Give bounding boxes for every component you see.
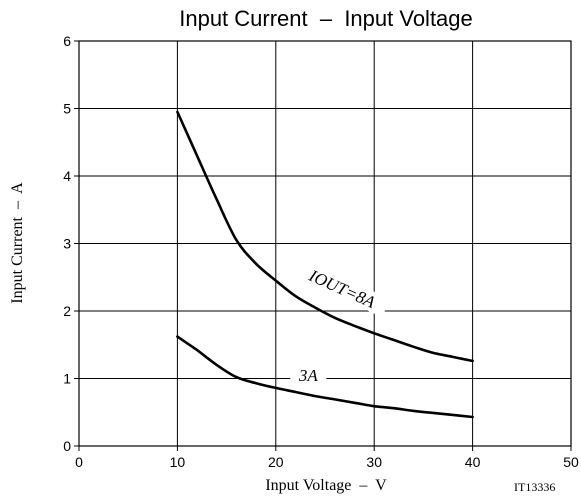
series-label-3a: 3A <box>298 366 319 385</box>
grid-layer <box>79 41 571 446</box>
chart-title: Input Current – Input Voltage <box>179 6 473 31</box>
x-axis-label: Input Voltage – V <box>265 477 387 494</box>
y-tick-label: 1 <box>63 371 71 387</box>
x-tick-label: 40 <box>465 454 481 470</box>
x-tick-label: 10 <box>170 454 186 470</box>
curve-layer: IOUT=8A 3A <box>176 110 474 419</box>
series-label-background <box>290 365 327 386</box>
y-tick-label: 3 <box>63 236 71 252</box>
series-label-group: IOUT=8A <box>294 259 391 318</box>
y-axis-label: Input Current – A <box>9 182 26 304</box>
tick-layer: 0 10 20 30 40 50 0 1 2 3 4 5 6 <box>63 33 579 470</box>
x-tick-label: 30 <box>366 454 382 470</box>
x-tick-label: 20 <box>268 454 284 470</box>
x-tick-label: 0 <box>75 454 83 470</box>
figure-code: IT13336 <box>514 480 555 494</box>
curve-iout-8a <box>176 110 474 363</box>
x-tick-label: 50 <box>563 454 579 470</box>
y-tick-label: 5 <box>63 101 71 117</box>
y-tick-label: 6 <box>63 33 71 49</box>
series-label-background <box>294 259 391 318</box>
y-tick-label: 4 <box>63 168 71 184</box>
curve-3a <box>176 335 474 419</box>
series-label-iout-8a: IOUT=8A <box>305 266 378 312</box>
series-label-group: 3A <box>290 365 327 386</box>
y-tick-label: 2 <box>63 303 71 319</box>
y-tick-label: 0 <box>63 438 71 454</box>
